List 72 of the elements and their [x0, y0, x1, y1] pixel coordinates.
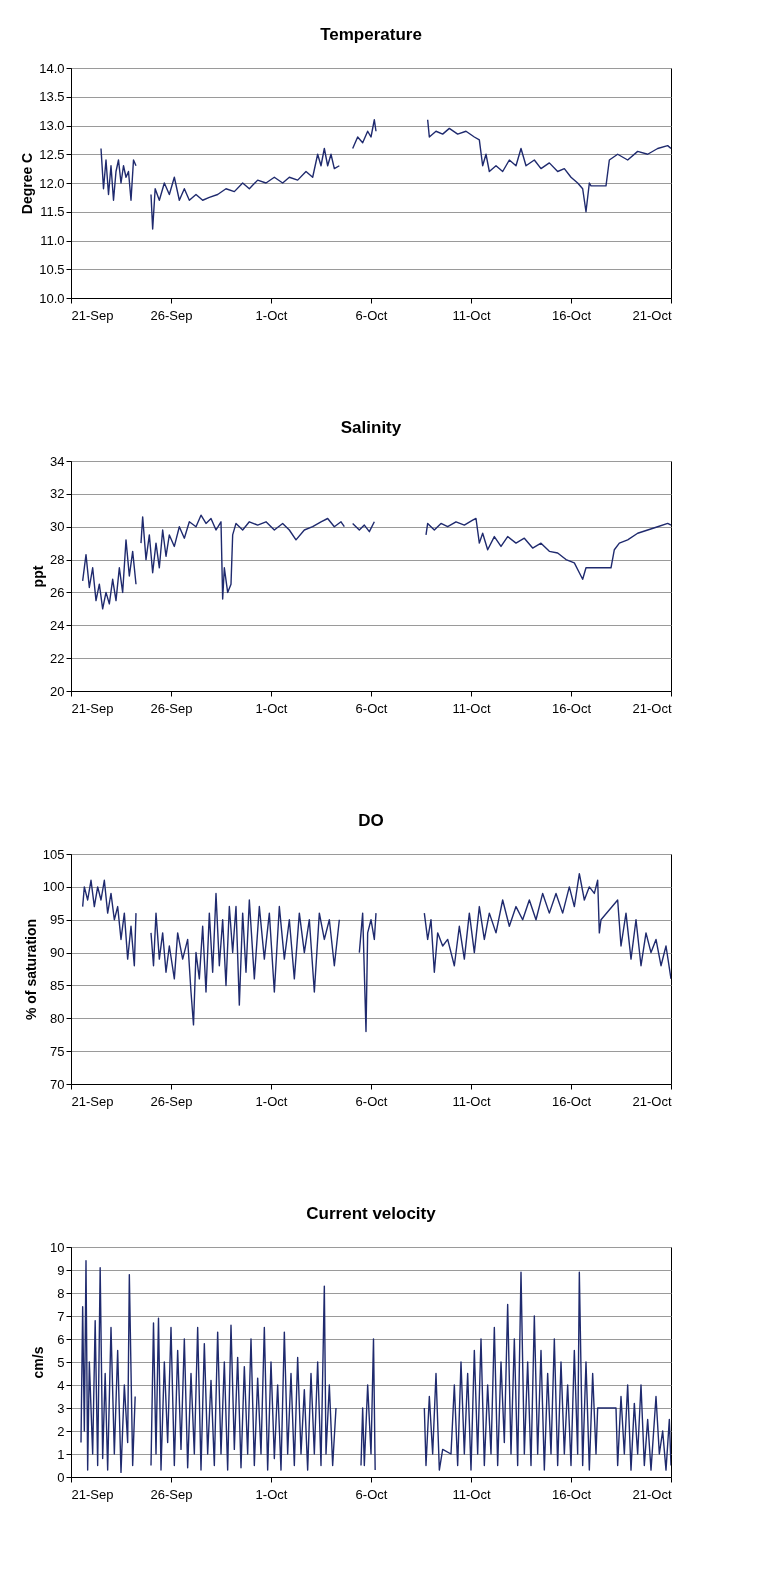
- chart-title: Temperature: [320, 25, 422, 44]
- y-tick-label: 10: [50, 1239, 65, 1255]
- x-tick-label: 6-Oct: [355, 1486, 388, 1502]
- y-axis-title: ppt: [30, 565, 47, 588]
- x-tick-label: 21-Oct: [632, 700, 672, 716]
- y-axis-title: cm/s: [30, 1346, 47, 1379]
- y-tick-label: 11.0: [40, 233, 65, 248]
- x-tick-label: 21-Sep: [71, 307, 114, 323]
- x-tick-label: 16-Oct: [551, 1093, 592, 1109]
- chart-title: Current velocity: [306, 1204, 437, 1223]
- y-tick-label: 32: [50, 486, 65, 502]
- y-tick-label: 24: [50, 617, 65, 633]
- y-tick-label: 26: [50, 584, 65, 600]
- x-tick-label: 11-Oct: [452, 700, 491, 716]
- y-tick-label: 100: [42, 879, 65, 895]
- y-tick-label: 10.5: [39, 261, 65, 277]
- x-tick-label: 21-Oct: [632, 1093, 672, 1109]
- x-tick-label: 6-Oct: [355, 1093, 388, 1109]
- y-tick-label: 0: [57, 1469, 65, 1485]
- x-tick-label: 1-Oct: [255, 1093, 288, 1109]
- y-tick-label: 6: [57, 1331, 65, 1347]
- y-tick-label: 85: [50, 977, 65, 993]
- y-tick-label: 105: [42, 846, 65, 862]
- y-tick-label: 22: [50, 650, 65, 666]
- x-tick-label: 26-Sep: [150, 1093, 193, 1109]
- y-tick-label: 3: [57, 1400, 65, 1416]
- x-tick-label: 26-Sep: [150, 307, 193, 323]
- y-tick-label: 80: [50, 1010, 65, 1026]
- chart-title: DO: [358, 811, 384, 830]
- x-tick-label: 16-Oct: [551, 700, 592, 716]
- y-axis-title: Degree C: [19, 152, 36, 215]
- x-tick-label: 6-Oct: [355, 700, 388, 716]
- y-tick-label: 8: [57, 1285, 65, 1301]
- y-tick-label: 90: [50, 945, 65, 961]
- x-tick-label: 21-Sep: [71, 700, 114, 716]
- x-tick-label: 1-Oct: [255, 700, 288, 716]
- y-tick-label: 28: [50, 552, 65, 568]
- x-tick-label: 11-Oct: [452, 1486, 491, 1502]
- y-tick-label: 75: [50, 1043, 65, 1059]
- y-tick-label: 1: [57, 1446, 65, 1462]
- x-tick-label: 21-Oct: [632, 307, 672, 323]
- x-tick-label: 16-Oct: [551, 307, 592, 323]
- y-tick-label: 7: [57, 1308, 65, 1324]
- y-tick-label: 13.5: [39, 89, 65, 105]
- x-tick-label: 1-Oct: [255, 1486, 288, 1502]
- y-tick-label: 11.5: [40, 204, 65, 220]
- chart-title: Salinity: [340, 418, 402, 437]
- x-tick-label: 1-Oct: [255, 307, 288, 323]
- y-tick-label: 12.0: [39, 175, 65, 191]
- y-axis-title: % of saturation: [22, 918, 39, 1021]
- y-tick-label: 20: [50, 683, 65, 699]
- x-tick-label: 11-Oct: [452, 1093, 491, 1109]
- x-tick-label: 11-Oct: [452, 307, 491, 323]
- y-tick-label: 95: [50, 912, 65, 928]
- y-tick-label: 13.0: [39, 118, 65, 133]
- y-tick-label: 2: [57, 1423, 65, 1439]
- x-tick-label: 21-Oct: [632, 1486, 672, 1502]
- y-tick-label: 30: [50, 519, 65, 535]
- y-tick-label: 14.0: [39, 60, 65, 76]
- x-tick-label: 21-Sep: [71, 1486, 114, 1502]
- y-tick-label: 5: [57, 1354, 65, 1370]
- y-tick-label: 70: [50, 1076, 65, 1092]
- y-tick-label: 9: [57, 1262, 65, 1278]
- y-tick-label: 10.0: [39, 290, 65, 306]
- y-tick-label: 34: [50, 453, 65, 469]
- x-tick-label: 16-Oct: [551, 1486, 592, 1502]
- y-tick-label: 4: [57, 1377, 65, 1393]
- x-tick-label: 26-Sep: [150, 700, 193, 716]
- x-tick-label: 21-Sep: [71, 1093, 114, 1109]
- x-tick-label: 26-Sep: [150, 1486, 193, 1502]
- x-tick-label: 6-Oct: [355, 307, 388, 323]
- y-tick-label: 12.5: [39, 146, 65, 162]
